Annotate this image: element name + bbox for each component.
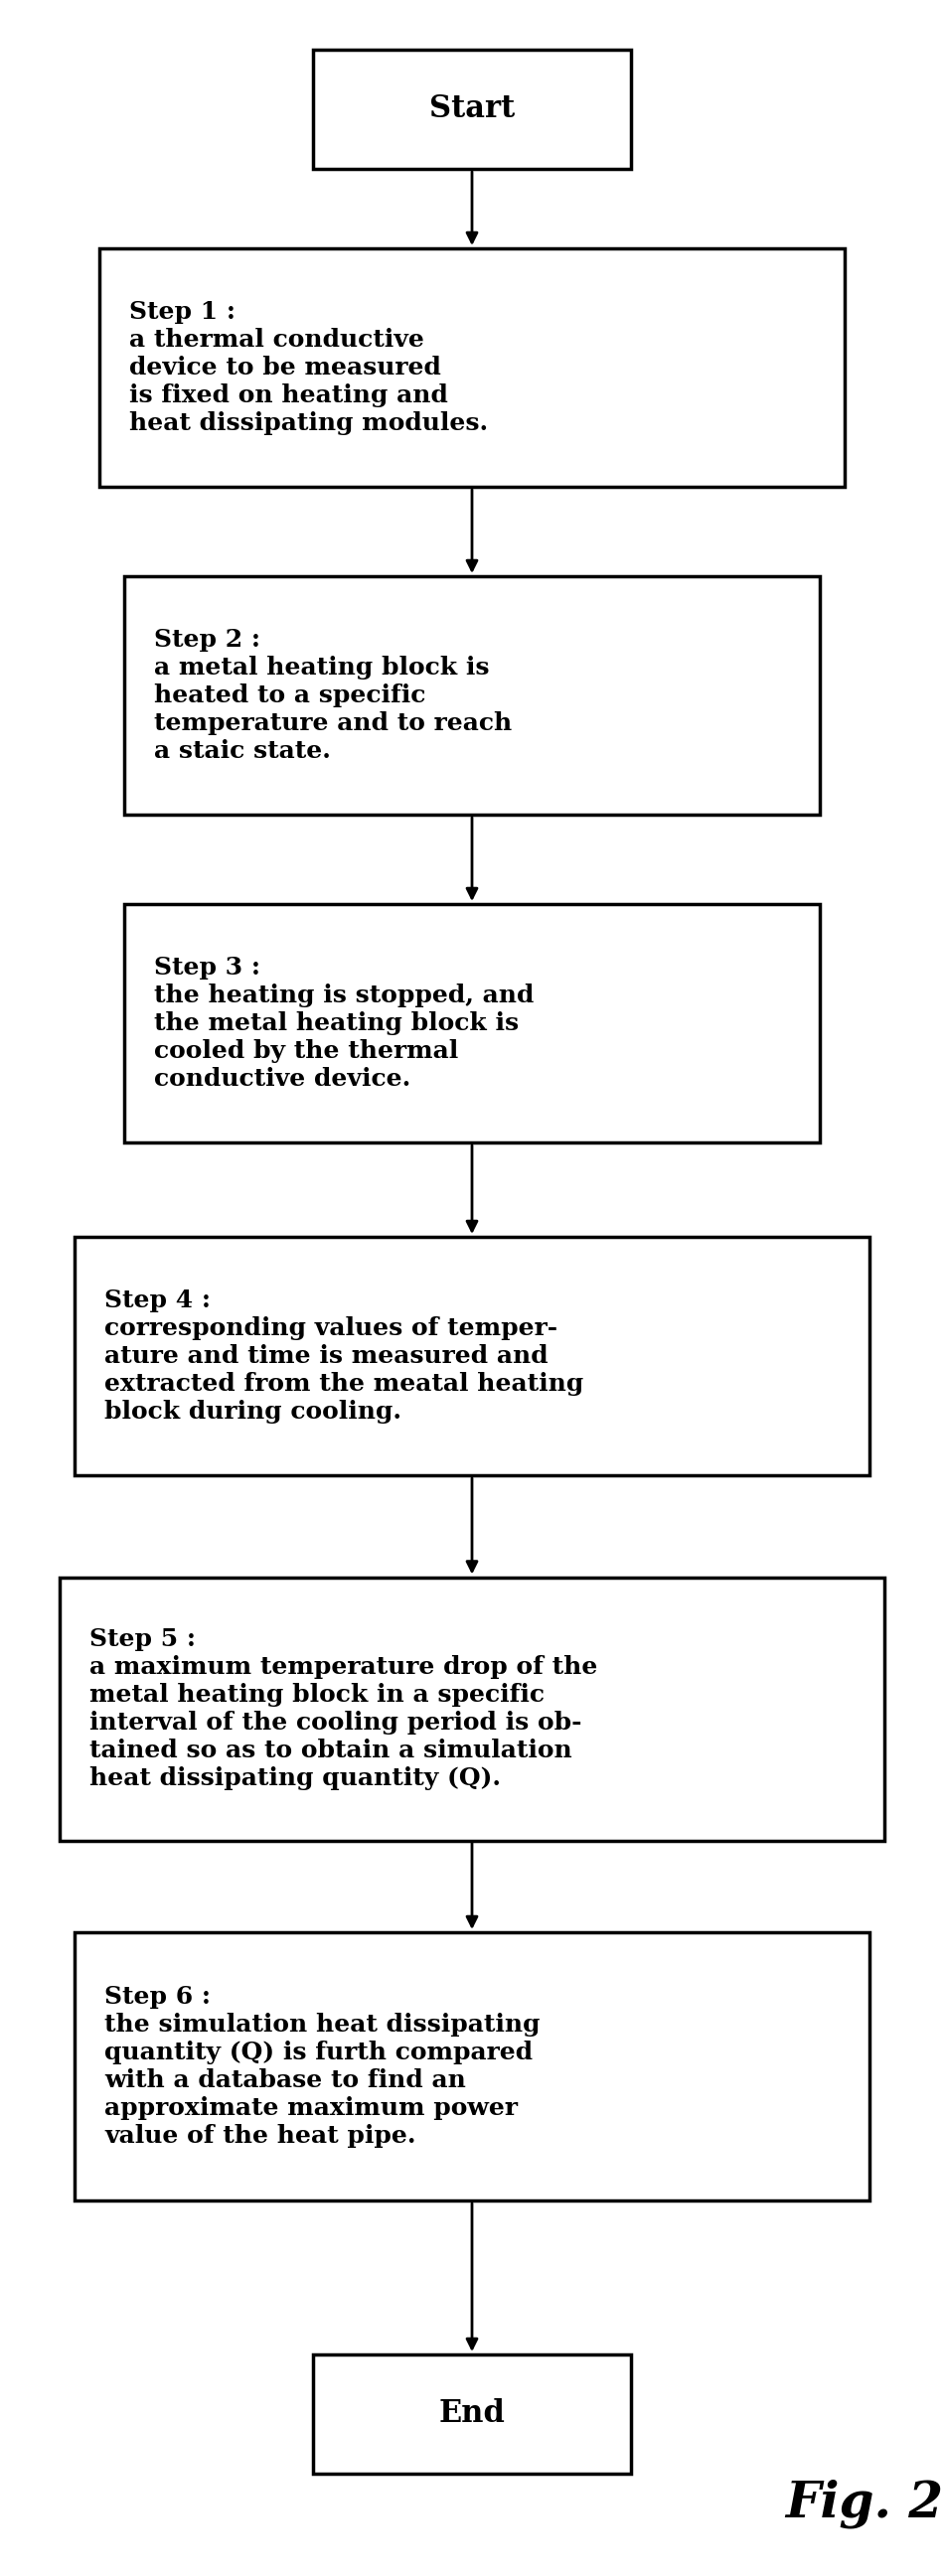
Text: Step 2 :
a metal heating block is
heated to a specific
temperature and to reach
: Step 2 : a metal heating block is heated… (154, 629, 512, 762)
Text: Step 3 :
the heating is stopped, and
the metal heating block is
cooled by the th: Step 3 : the heating is stopped, and the… (154, 956, 534, 1090)
Bar (125, 904, 819, 1144)
Text: Step 4 :
corresponding values of temper-
ature and time is measured and
extracte: Step 4 : corresponding values of temper-… (105, 1288, 583, 1422)
Bar (313, 2354, 631, 2473)
Bar (75, 1236, 869, 1476)
Text: Fig. 2: Fig. 2 (785, 2478, 943, 2527)
Bar (99, 247, 845, 487)
Text: Start: Start (430, 93, 514, 124)
Bar (75, 1932, 869, 2200)
Bar (59, 1577, 885, 1839)
Text: Step 1 :
a thermal conductive
device to be measured
is fixed on heating and
heat: Step 1 : a thermal conductive device to … (129, 301, 488, 435)
Text: Step 6 :
the simulation heat dissipating
quantity (Q) is furth compared
with a d: Step 6 : the simulation heat dissipating… (105, 1986, 540, 2148)
Bar (313, 49, 631, 170)
Bar (125, 577, 819, 814)
Text: End: End (439, 2398, 505, 2429)
Text: Step 5 :
a maximum temperature drop of the
metal heating block in a specific
int: Step 5 : a maximum temperature drop of t… (90, 1628, 598, 1790)
